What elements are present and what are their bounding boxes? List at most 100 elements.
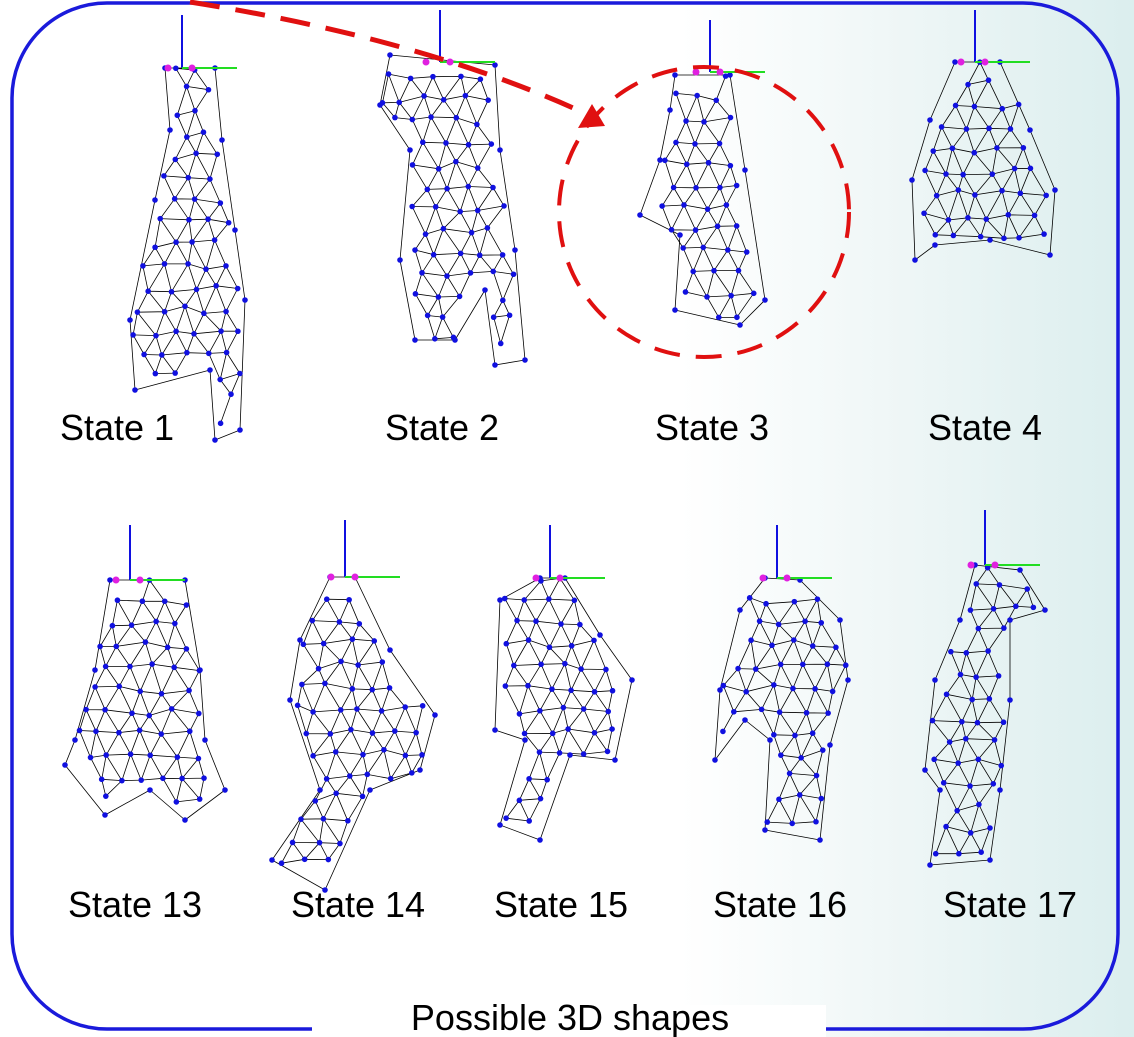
mesh-node: [992, 737, 998, 743]
mesh-node: [388, 776, 394, 782]
mesh-node: [162, 309, 168, 315]
mesh-node: [717, 141, 723, 147]
mesh-node: [1024, 586, 1030, 592]
mesh-node: [158, 731, 164, 737]
mesh-node: [172, 196, 178, 202]
mesh-node: [683, 289, 689, 295]
mesh-node: [743, 689, 749, 695]
mesh-edges: [130, 68, 245, 440]
mesh-node: [182, 303, 188, 309]
mesh-node: [927, 117, 933, 123]
mesh-node: [814, 773, 820, 779]
mesh-node: [776, 622, 782, 628]
mesh-node: [972, 104, 978, 110]
mesh-node: [497, 147, 503, 153]
mesh-node: [771, 732, 777, 738]
mesh-node: [175, 754, 181, 760]
mesh-node: [812, 686, 818, 692]
mesh-node: [517, 798, 523, 804]
mesh-node: [987, 825, 993, 831]
mesh-node: [453, 159, 459, 165]
mesh-node: [387, 647, 393, 653]
mesh-node: [932, 242, 938, 248]
mesh-node: [1021, 145, 1027, 151]
mesh-node: [185, 175, 191, 181]
mesh-node: [581, 751, 587, 757]
mesh-node: [360, 794, 366, 800]
mesh-node: [997, 582, 1003, 588]
mesh-node: [522, 737, 528, 743]
mesh: [492, 525, 635, 843]
mesh-node: [348, 727, 354, 733]
mesh-node: [592, 689, 598, 695]
mesh-node: [420, 703, 426, 709]
mesh-node: [316, 666, 322, 672]
mesh-node: [392, 115, 398, 121]
mesh-node: [345, 818, 351, 824]
mesh-node: [791, 637, 797, 643]
mesh-node: [478, 76, 484, 82]
mesh-node: [797, 792, 803, 798]
mesh-node: [489, 141, 495, 147]
mesh-node: [419, 752, 425, 758]
mesh-node: [223, 263, 229, 269]
mesh-node: [295, 703, 301, 709]
mesh-node: [843, 662, 849, 668]
mesh-node: [507, 312, 513, 318]
mesh-node: [475, 208, 481, 214]
mesh-node: [985, 648, 991, 654]
mesh-node: [597, 632, 603, 638]
mesh-node: [99, 777, 105, 783]
mesh-node: [1012, 166, 1018, 172]
mesh-node: [149, 661, 155, 667]
mesh-node: [367, 787, 373, 793]
mesh-node: [1013, 603, 1019, 609]
mesh: [127, 15, 248, 443]
mesh-node: [546, 596, 552, 602]
mesh-node: [629, 677, 635, 683]
mesh-node: [392, 728, 398, 734]
mesh: [712, 525, 851, 843]
mesh-node: [778, 752, 784, 758]
mesh-node: [662, 158, 668, 164]
mesh-node: [533, 618, 539, 624]
mesh-node: [213, 283, 219, 289]
mesh-node: [963, 736, 969, 742]
mesh-node: [1041, 231, 1047, 237]
mesh-node: [173, 157, 179, 163]
mesh-node: [153, 333, 159, 339]
mesh-node: [440, 314, 446, 320]
mesh-node: [1007, 697, 1013, 703]
mesh-node: [517, 711, 523, 717]
mesh-node: [237, 371, 243, 377]
mesh: [922, 510, 1048, 868]
mesh-node: [444, 186, 450, 192]
mesh-node: [463, 93, 469, 99]
mesh-node: [502, 596, 508, 602]
mesh-node: [203, 266, 209, 272]
mesh-node: [637, 212, 643, 218]
mesh-node: [436, 294, 442, 300]
anchor-node: [137, 577, 144, 584]
mesh-node: [762, 297, 768, 303]
mesh-node: [355, 662, 361, 668]
mesh-node: [436, 166, 442, 172]
mesh-node: [138, 777, 144, 783]
mesh-node: [537, 749, 543, 755]
mesh-node: [173, 329, 179, 335]
mesh-node: [441, 226, 447, 232]
mesh-node: [790, 686, 796, 692]
mesh-node: [657, 157, 663, 163]
mesh-node: [800, 662, 806, 668]
mesh-node: [184, 84, 190, 90]
mesh-node: [522, 731, 528, 737]
mesh-node: [567, 752, 573, 758]
mesh-node: [991, 781, 997, 787]
mesh-node: [337, 841, 343, 847]
mesh-node: [810, 643, 816, 649]
mesh-node: [825, 710, 831, 716]
mesh-node: [226, 220, 232, 226]
mesh: [377, 10, 528, 368]
mesh-node: [287, 697, 293, 703]
mesh-node: [825, 661, 831, 667]
